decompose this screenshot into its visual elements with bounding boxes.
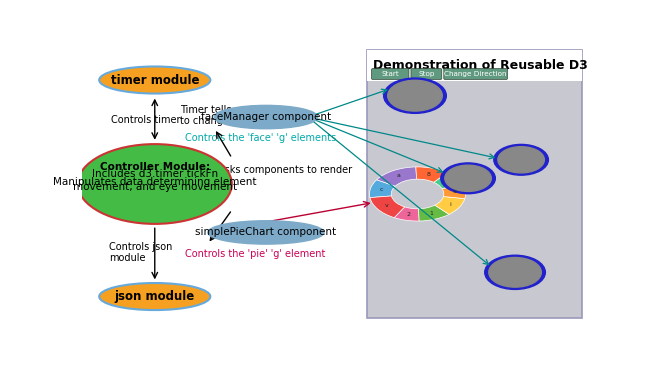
Text: 9: 9 <box>452 189 456 194</box>
Text: Asks components to render: Asks components to render <box>218 165 352 175</box>
Ellipse shape <box>99 283 211 310</box>
Text: Controls timer: Controls timer <box>111 115 181 125</box>
Text: Change Direction: Change Direction <box>445 71 507 77</box>
Wedge shape <box>442 184 466 199</box>
Text: Timer tells controller
to change eye target: Timer tells controller to change eye tar… <box>180 105 283 127</box>
Text: v: v <box>385 203 389 208</box>
Text: 2: 2 <box>407 212 411 217</box>
Text: Controls the 'face' 'g' elements: Controls the 'face' 'g' elements <box>185 134 336 144</box>
Text: movement, and eye movement: movement, and eye movement <box>73 182 237 192</box>
Ellipse shape <box>214 105 318 129</box>
Wedge shape <box>370 180 395 198</box>
Text: c: c <box>379 187 383 192</box>
Ellipse shape <box>99 67 211 94</box>
Circle shape <box>445 165 492 191</box>
Wedge shape <box>394 207 419 221</box>
Wedge shape <box>416 167 447 182</box>
FancyBboxPatch shape <box>367 50 582 81</box>
Text: Controller Module:: Controller Module: <box>100 162 210 172</box>
Text: Stop: Stop <box>418 71 435 77</box>
Text: 7: 7 <box>445 179 449 184</box>
Circle shape <box>383 78 447 113</box>
Text: Controls json
module: Controls json module <box>110 242 173 263</box>
Circle shape <box>494 144 548 175</box>
Text: Demonstration of Reusable D3: Demonstration of Reusable D3 <box>373 59 588 72</box>
Text: 8: 8 <box>427 172 431 176</box>
Wedge shape <box>377 167 417 186</box>
FancyBboxPatch shape <box>367 50 582 318</box>
Text: json module: json module <box>115 290 195 303</box>
Circle shape <box>388 80 442 111</box>
Wedge shape <box>419 205 449 221</box>
Text: faceManager component: faceManager component <box>201 112 331 122</box>
Ellipse shape <box>78 144 232 224</box>
Wedge shape <box>434 173 462 189</box>
Circle shape <box>441 163 496 194</box>
Text: timer module: timer module <box>111 74 199 87</box>
Text: Manipulates data determining element: Manipulates data determining element <box>53 178 256 188</box>
Text: simplePieChart component: simplePieChart component <box>196 228 336 238</box>
Text: 1: 1 <box>429 211 433 216</box>
Text: Start: Start <box>381 71 399 77</box>
Text: Controls the 'pie' 'g' element: Controls the 'pie' 'g' element <box>185 249 325 259</box>
Text: Includes d3.timer tickFn: Includes d3.timer tickFn <box>92 169 218 179</box>
Wedge shape <box>370 196 405 218</box>
Circle shape <box>484 255 545 289</box>
FancyBboxPatch shape <box>372 68 409 80</box>
Ellipse shape <box>208 221 324 244</box>
Wedge shape <box>435 196 465 214</box>
Circle shape <box>498 147 544 173</box>
Text: i: i <box>449 202 451 207</box>
Circle shape <box>489 258 541 287</box>
FancyBboxPatch shape <box>411 68 442 80</box>
Text: a: a <box>397 174 401 178</box>
FancyBboxPatch shape <box>444 68 507 80</box>
